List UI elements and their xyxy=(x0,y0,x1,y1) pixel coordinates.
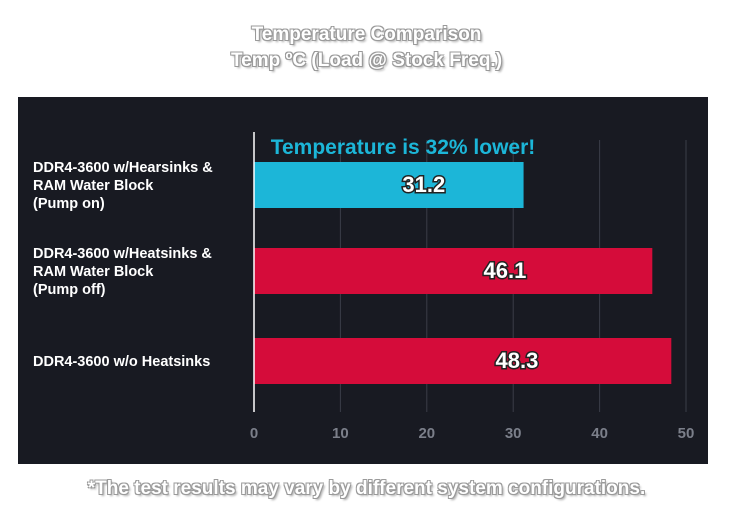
x-tick-label: 50 xyxy=(678,425,695,442)
category-label: DDR4-3600 w/Hearsinks & RAM Water Block (P… xyxy=(33,160,213,212)
x-tick-label: 10 xyxy=(332,425,349,442)
category-label: DDR4-3600 w/o Heatsinks xyxy=(33,354,210,370)
bar xyxy=(254,162,524,208)
x-tick-label: 0 xyxy=(250,425,258,442)
bar-value-label: 46.1 xyxy=(484,258,527,283)
category-label-line: RAM Water Block xyxy=(33,178,154,194)
chart-subtitle: Temp ºC (Load @ Stock Freq.) xyxy=(230,50,503,71)
chart-title-block: Temperature Comparison Temp ºC (Load @ S… xyxy=(0,22,733,74)
bar-value-label: 48.3 xyxy=(495,348,538,373)
bar xyxy=(254,338,672,384)
category-label-line: RAM Water Block xyxy=(33,264,154,280)
category-labels: DDR4-3600 w/Hearsinks & RAM Water Block (P… xyxy=(33,160,213,370)
category-label-line: (Pump on) xyxy=(33,196,105,212)
x-tick-label: 30 xyxy=(505,425,522,442)
category-label-line: DDR4-3600 w/Hearsinks & xyxy=(33,160,213,176)
category-label-line: DDR4-3600 w/o Heatsinks xyxy=(33,354,210,370)
footnote: *The test results may vary by different … xyxy=(87,478,646,499)
bars: 31.2 46.1 48.3 xyxy=(254,162,672,384)
x-tick-label: 40 xyxy=(591,425,608,442)
category-label-line: (Pump off) xyxy=(33,282,106,298)
chart-title: Temperature Comparison xyxy=(251,24,482,45)
category-label-line: DDR4-3600 w/Heatsinks & xyxy=(33,246,212,262)
category-label: DDR4-3600 w/Heatsinks & RAM Water Block (P… xyxy=(33,246,212,298)
bar-value-label: 31.2 xyxy=(402,172,445,197)
x-tick-label: 20 xyxy=(418,425,435,442)
x-axis-ticks: 0 10 20 30 40 50 xyxy=(250,425,695,442)
bar xyxy=(254,248,653,294)
annotation-text: Temperature is 32% lower! xyxy=(271,136,536,159)
